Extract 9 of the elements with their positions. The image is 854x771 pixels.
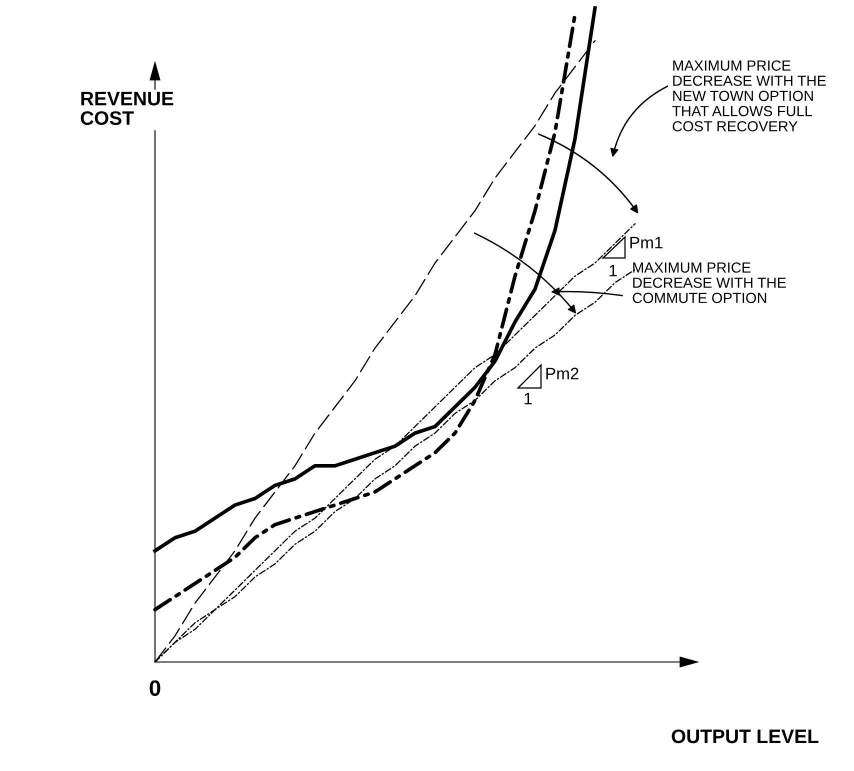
annotation: Pm2 [546,368,578,380]
y-axis-title: REVENUE COST [80,92,174,125]
annotation: 1 [524,392,532,404]
text: 0 [150,680,160,696]
annotation: Pm1 [630,236,662,248]
annotation: 1 [610,264,617,276]
annotation: MAXIMUM PRICE DECREASE WITH THE COMMUTE OPTION [632,262,786,304]
x-axis-title: OUTPUT LEVEL [672,729,818,744]
annotation: MAXIMUM PRICE DECREASE WITH THE NEW TOWN OPTION THAT ALLOWS FULL COST RECOVERY [672,60,826,132]
